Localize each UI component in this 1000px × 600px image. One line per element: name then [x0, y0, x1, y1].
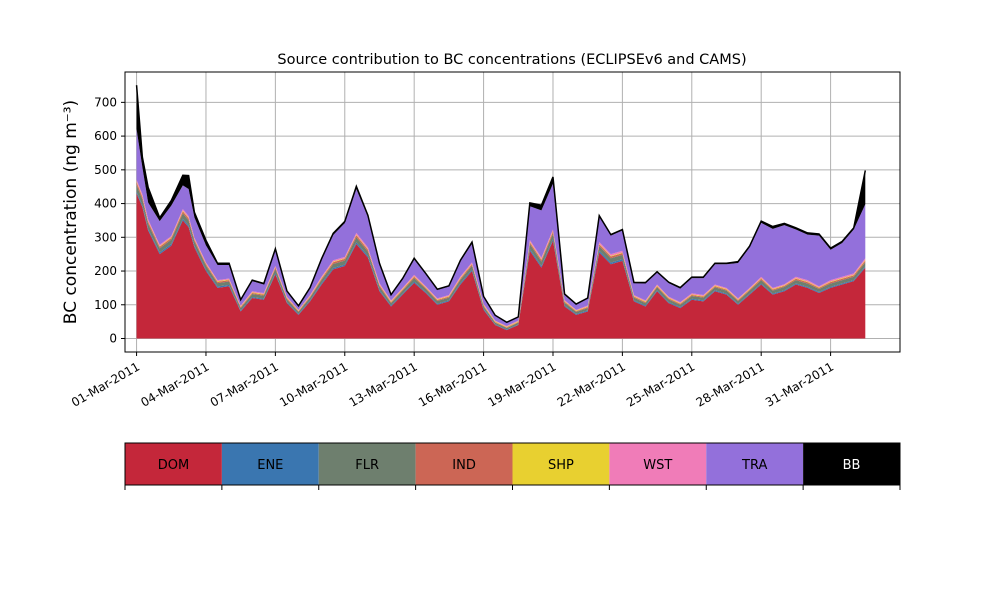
- x-tick-label: 25-Mar-2011: [624, 359, 697, 409]
- legend-label-ind: IND: [452, 458, 476, 473]
- legend-label-dom: DOM: [158, 458, 189, 473]
- x-tick-label: 19-Mar-2011: [485, 359, 558, 409]
- legend-label-tra: TRA: [741, 458, 767, 473]
- legend-label-flr: FLR: [355, 458, 379, 473]
- chart-title: Source contribution to BC concentrations…: [277, 52, 746, 68]
- y-axis-label: BC concentration (ng m⁻³): [61, 100, 81, 324]
- x-tick-label: 13-Mar-2011: [347, 359, 420, 409]
- legend-colorbar: DOM ENE FLR IND SHP WST TRA BB: [124, 442, 901, 490]
- plot-frame: [124, 71, 901, 353]
- legend-swatch-bb: [803, 443, 900, 485]
- x-tick-label: 04-Mar-2011: [138, 359, 211, 409]
- legend-swatch-tra: [706, 443, 804, 485]
- y-tick-label: 300: [94, 230, 117, 244]
- y-tick-label: 700: [94, 95, 117, 109]
- x-tick-label: 22-Mar-2011: [555, 359, 628, 409]
- legend-swatch-wst: [609, 443, 707, 485]
- legend-swatch-dom: [125, 443, 222, 485]
- legend-label-bb: BB: [843, 458, 861, 473]
- y-tick-label: 400: [94, 197, 117, 211]
- legend-swatch-ind: [415, 443, 513, 485]
- x-tick-label: 31-Mar-2011: [763, 359, 836, 409]
- legend-label-wst: WST: [643, 458, 672, 473]
- total-line: [135, 85, 867, 324]
- x-tick-label: 10-Mar-2011: [277, 359, 350, 409]
- x-tick-label: 01-Mar-2011: [69, 359, 142, 409]
- x-tick-label: 07-Mar-2011: [208, 359, 281, 409]
- legend-swatch-shp: [512, 443, 610, 485]
- y-tick-label: 500: [94, 163, 117, 177]
- x-tick-label: 28-Mar-2011: [694, 359, 767, 409]
- legend-label-shp: SHP: [548, 458, 574, 473]
- x-tick-label: 16-Mar-2011: [416, 359, 489, 409]
- area-dom: [136, 193, 866, 339]
- legend-label-ene: ENE: [257, 458, 283, 473]
- legend-swatch-ene: [221, 443, 319, 485]
- stacked-areas: [136, 85, 866, 339]
- y-tick-label: 100: [94, 298, 117, 312]
- area-tra: [136, 129, 866, 327]
- legend-swatch-flr: [318, 443, 416, 485]
- y-axis-ticks: 0 100 200 300 400 500 600 700: [94, 95, 125, 346]
- total-outline: [135, 85, 867, 324]
- x-axis-ticks: 01-Mar-201104-Mar-201107-Mar-201110-Mar-…: [69, 352, 836, 410]
- y-tick-label: 600: [94, 129, 117, 143]
- y-tick-label: 200: [94, 264, 117, 278]
- y-tick-label: 0: [109, 332, 117, 346]
